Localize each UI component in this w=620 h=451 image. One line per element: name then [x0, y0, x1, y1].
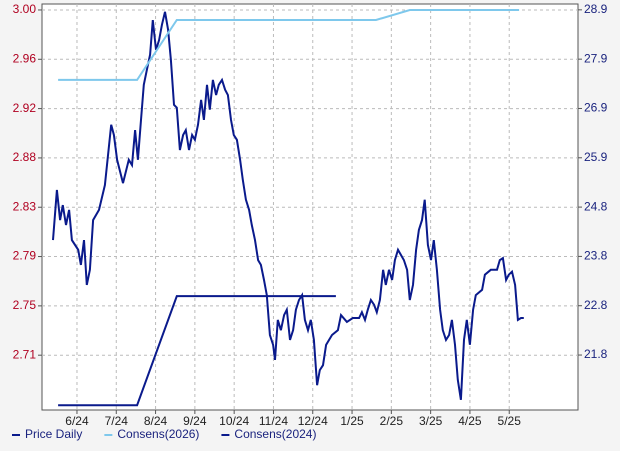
- y-tick-label: 2.83: [13, 199, 37, 213]
- x-tick-label: 6/24: [65, 414, 89, 428]
- y-tick-label: 2.92: [13, 101, 37, 115]
- y2-tick-label: 22.8: [584, 298, 608, 312]
- legend-label: Consens(2024): [234, 427, 316, 441]
- x-tick-label: 10/24: [219, 414, 249, 428]
- x-tick-label: 8/24: [144, 414, 168, 428]
- y2-tick-label: 27.9: [584, 51, 608, 65]
- series-line: [52, 11, 524, 400]
- y2-tick-label: 23.8: [584, 249, 608, 263]
- x-tick-label: 12/24: [298, 414, 328, 428]
- y-tick-label: 3.00: [13, 2, 37, 16]
- legend-label: Price Daily: [25, 427, 82, 441]
- x-tick-label: 2/25: [380, 414, 404, 428]
- x-tick-label: 3/25: [419, 414, 443, 428]
- series-line: [58, 295, 336, 407]
- y-tick-label: 2.88: [13, 150, 37, 164]
- x-tick-label: 4/25: [458, 414, 482, 428]
- y2-tick-label: 26.9: [584, 101, 608, 115]
- x-tick-label: 9/24: [183, 414, 207, 428]
- y-tick-label: 2.79: [13, 249, 37, 263]
- y2-tick-label: 25.9: [584, 150, 608, 164]
- series-line: [58, 9, 520, 81]
- y2-tick-label: 24.8: [584, 199, 608, 213]
- y-tick-label: 2.75: [13, 298, 37, 312]
- y2-tick-label: 21.8: [584, 347, 608, 361]
- x-tick-label: 1/25: [340, 414, 364, 428]
- legend-label: Consens(2026): [117, 427, 199, 441]
- y2-tick-label: 28.9: [584, 2, 608, 16]
- y-tick-label: 2.71: [13, 347, 37, 361]
- y-tick-label: 2.96: [13, 51, 37, 65]
- x-tick-label: 5/25: [498, 414, 522, 428]
- x-tick-label: 11/24: [259, 414, 288, 428]
- x-tick-label: 7/24: [105, 414, 129, 428]
